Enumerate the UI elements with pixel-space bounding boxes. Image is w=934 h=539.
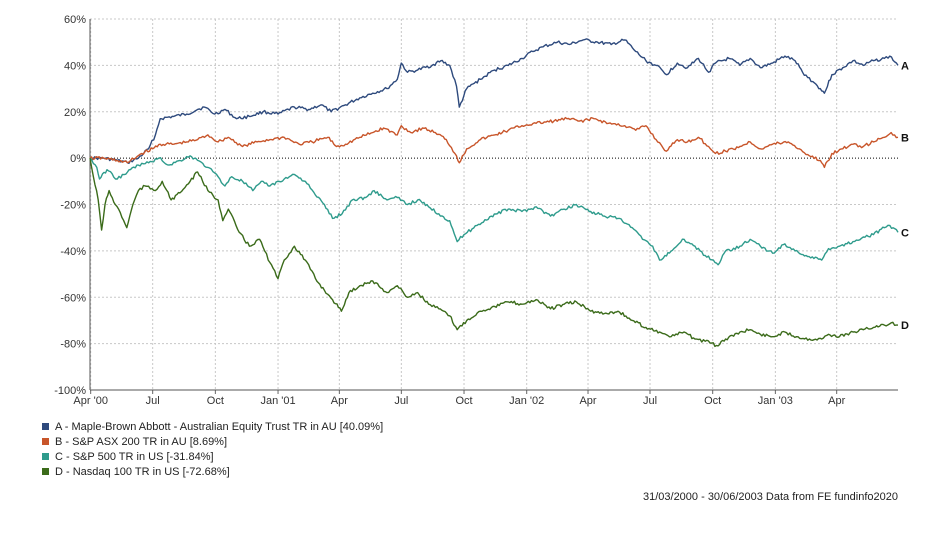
series-line-b: [89, 116, 899, 169]
series-end-label-a: A: [901, 60, 909, 72]
legend-item-b: B - S&P ASX 200 TR in AU [8.69%]: [42, 434, 383, 449]
x-tick-label: Apr: [331, 395, 348, 407]
legend-swatch-b: [42, 438, 49, 445]
legend-label-a: A - Maple-Brown Abbott - Australian Equi…: [55, 420, 384, 433]
series-end-label-d: D: [901, 320, 909, 332]
series-end-label-b: B: [901, 132, 909, 144]
axes: [89, 19, 898, 394]
legend-label-b: B - S&P ASX 200 TR in AU [8.69%]: [55, 435, 228, 448]
y-tick-label: -60%: [60, 292, 86, 304]
legend-swatch-d: [42, 468, 49, 475]
legend-label-d: D - Nasdaq 100 TR in US [-72.68%]: [55, 465, 230, 478]
x-tick-label: Jan '02: [509, 395, 544, 407]
x-tick-label: Jul: [643, 395, 657, 407]
legend-label-c: C - S&P 500 TR in US [-31.84%]: [55, 450, 214, 463]
x-tick-label: Apr: [579, 395, 596, 407]
legend-item-a: A - Maple-Brown Abbott - Australian Equi…: [42, 419, 383, 434]
y-tick-label: 0%: [70, 153, 86, 165]
y-tick-label: -80%: [60, 339, 86, 351]
y-tick-label: -40%: [60, 246, 86, 258]
x-tick-label: Apr '00: [73, 395, 108, 407]
x-tick-label: Jul: [146, 395, 160, 407]
legend-item-d: D - Nasdaq 100 TR in US [-72.68%]: [42, 464, 383, 479]
y-tick-label: -20%: [60, 200, 86, 212]
x-tick-label: Oct: [207, 395, 224, 407]
series-line-c: [89, 155, 899, 266]
data-source-footer: 31/03/2000 - 30/06/2003 Data from FE fun…: [642, 491, 898, 503]
legend: A - Maple-Brown Abbott - Australian Equi…: [42, 419, 383, 479]
y-tick-label: 60%: [64, 14, 86, 26]
y-tick-label: 40%: [64, 60, 86, 72]
x-tick-label: Jul: [394, 395, 408, 407]
x-tick-label: Jan '03: [758, 395, 793, 407]
series-line-d: [89, 157, 898, 348]
x-tick-label: Oct: [455, 395, 472, 407]
gridlines: [90, 18, 898, 391]
legend-item-c: C - S&P 500 TR in US [-31.84%]: [42, 449, 383, 464]
series-end-label-c: C: [901, 227, 909, 239]
tick-labels: 60% 40% 20% 0% -20% -40% -60% -80% -100%Apr '00 J…: [54, 14, 909, 407]
series-lines: [89, 38, 899, 348]
legend-swatch-a: [42, 423, 49, 430]
x-tick-label: Apr: [828, 395, 845, 407]
y-tick-label: 20%: [64, 107, 86, 119]
x-tick-label: Oct: [704, 395, 721, 407]
y-tick-label: -100%: [54, 385, 86, 397]
series-line-a: [89, 38, 899, 165]
legend-swatch-c: [42, 453, 49, 460]
x-tick-label: Jan '01: [260, 395, 295, 407]
